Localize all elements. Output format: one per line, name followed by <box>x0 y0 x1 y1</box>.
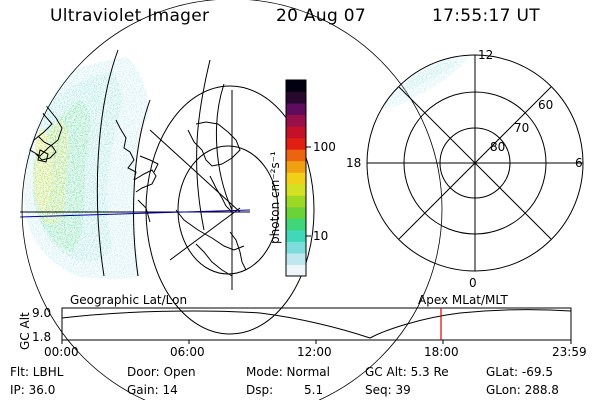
mlat-label-70: 70 <box>514 121 530 135</box>
colorbar-cell <box>286 91 306 104</box>
status-seq: Seq: 39 <box>365 383 411 397</box>
polar-plot <box>366 54 584 272</box>
status-door: Door: Open <box>127 365 196 379</box>
status-ip: IP: 36.0 <box>10 383 56 397</box>
polar-aurora <box>380 55 470 109</box>
mlat-label-60: 60 <box>538 98 554 112</box>
lat-lon-grid <box>20 49 315 335</box>
status-glon: GLon: 288.8 <box>486 383 559 397</box>
colorbar-cell <box>286 183 306 196</box>
colorbar-tick-100: 100 <box>313 140 336 154</box>
mlt-label-18: 18 <box>346 156 362 170</box>
header-time: 17:55:17 UT <box>432 6 540 26</box>
status-glat: GLat: -69.5 <box>486 365 553 379</box>
colorbar-cell <box>286 195 306 208</box>
colorbar-cell <box>286 241 306 254</box>
colorbar-cell <box>286 103 306 116</box>
gc-altitude-timeline <box>61 307 572 344</box>
earth-limb <box>21 0 443 400</box>
colorbar-cell <box>286 252 306 265</box>
colorbar-cell <box>286 137 306 150</box>
colorbar-unit-label: photon cm⁻²s⁻¹ <box>268 151 282 244</box>
colorbar-cell <box>286 172 306 185</box>
colorbar-cell <box>286 218 306 231</box>
status-gc-alt: GC Alt: 5.3 Re <box>365 365 449 379</box>
status-flt: Flt: LBHL <box>10 365 64 379</box>
status-gain: Gain: 14 <box>127 383 178 397</box>
instrument-name: Ultraviolet Imager <box>50 6 210 26</box>
colorbar-tick-10: 10 <box>313 229 329 243</box>
timeline-xtick-1: 06:00 <box>170 345 205 359</box>
colorbar-cell <box>286 80 306 93</box>
mlt-label-0: 0 <box>469 276 477 290</box>
mlt-label-6: 6 <box>575 156 583 170</box>
colorbar <box>285 79 311 277</box>
timeline-ytick-low: 1.8 <box>32 330 52 344</box>
timeline-ytick-high: 9.0 <box>32 306 52 320</box>
colorbar-cell <box>286 229 306 242</box>
timeline-xtick-3: 18:00 <box>424 345 459 359</box>
mlt-label-12: 12 <box>478 48 494 62</box>
status-dsp-label: Dsp: <box>246 383 274 397</box>
timeline-xtick-4: 23:59 <box>552 345 587 359</box>
colorbar-cell <box>286 114 306 127</box>
polar-panel-title: Apex MLat/MLT <box>418 293 508 307</box>
colorbar-cell <box>286 149 306 162</box>
geographic-panel-title: Geographic Lat/Lon <box>70 293 188 307</box>
header-date: 20 Aug 07 <box>276 6 366 26</box>
status-mode: Mode: Normal <box>246 365 330 379</box>
status-dsp-value: 5.1 <box>304 383 324 397</box>
colorbar-cell <box>286 160 306 173</box>
timeline-xtick-0: 00:00 <box>44 345 79 359</box>
colorbar-cell <box>286 206 306 219</box>
colorbar-cell <box>286 126 306 139</box>
colorbar-cell <box>286 264 306 277</box>
mlat-label-80: 80 <box>490 140 506 154</box>
altitude-curve <box>61 309 572 339</box>
timeline-xtick-2: 12:00 <box>297 345 332 359</box>
timeline-y-label: GC Alt <box>18 312 32 350</box>
